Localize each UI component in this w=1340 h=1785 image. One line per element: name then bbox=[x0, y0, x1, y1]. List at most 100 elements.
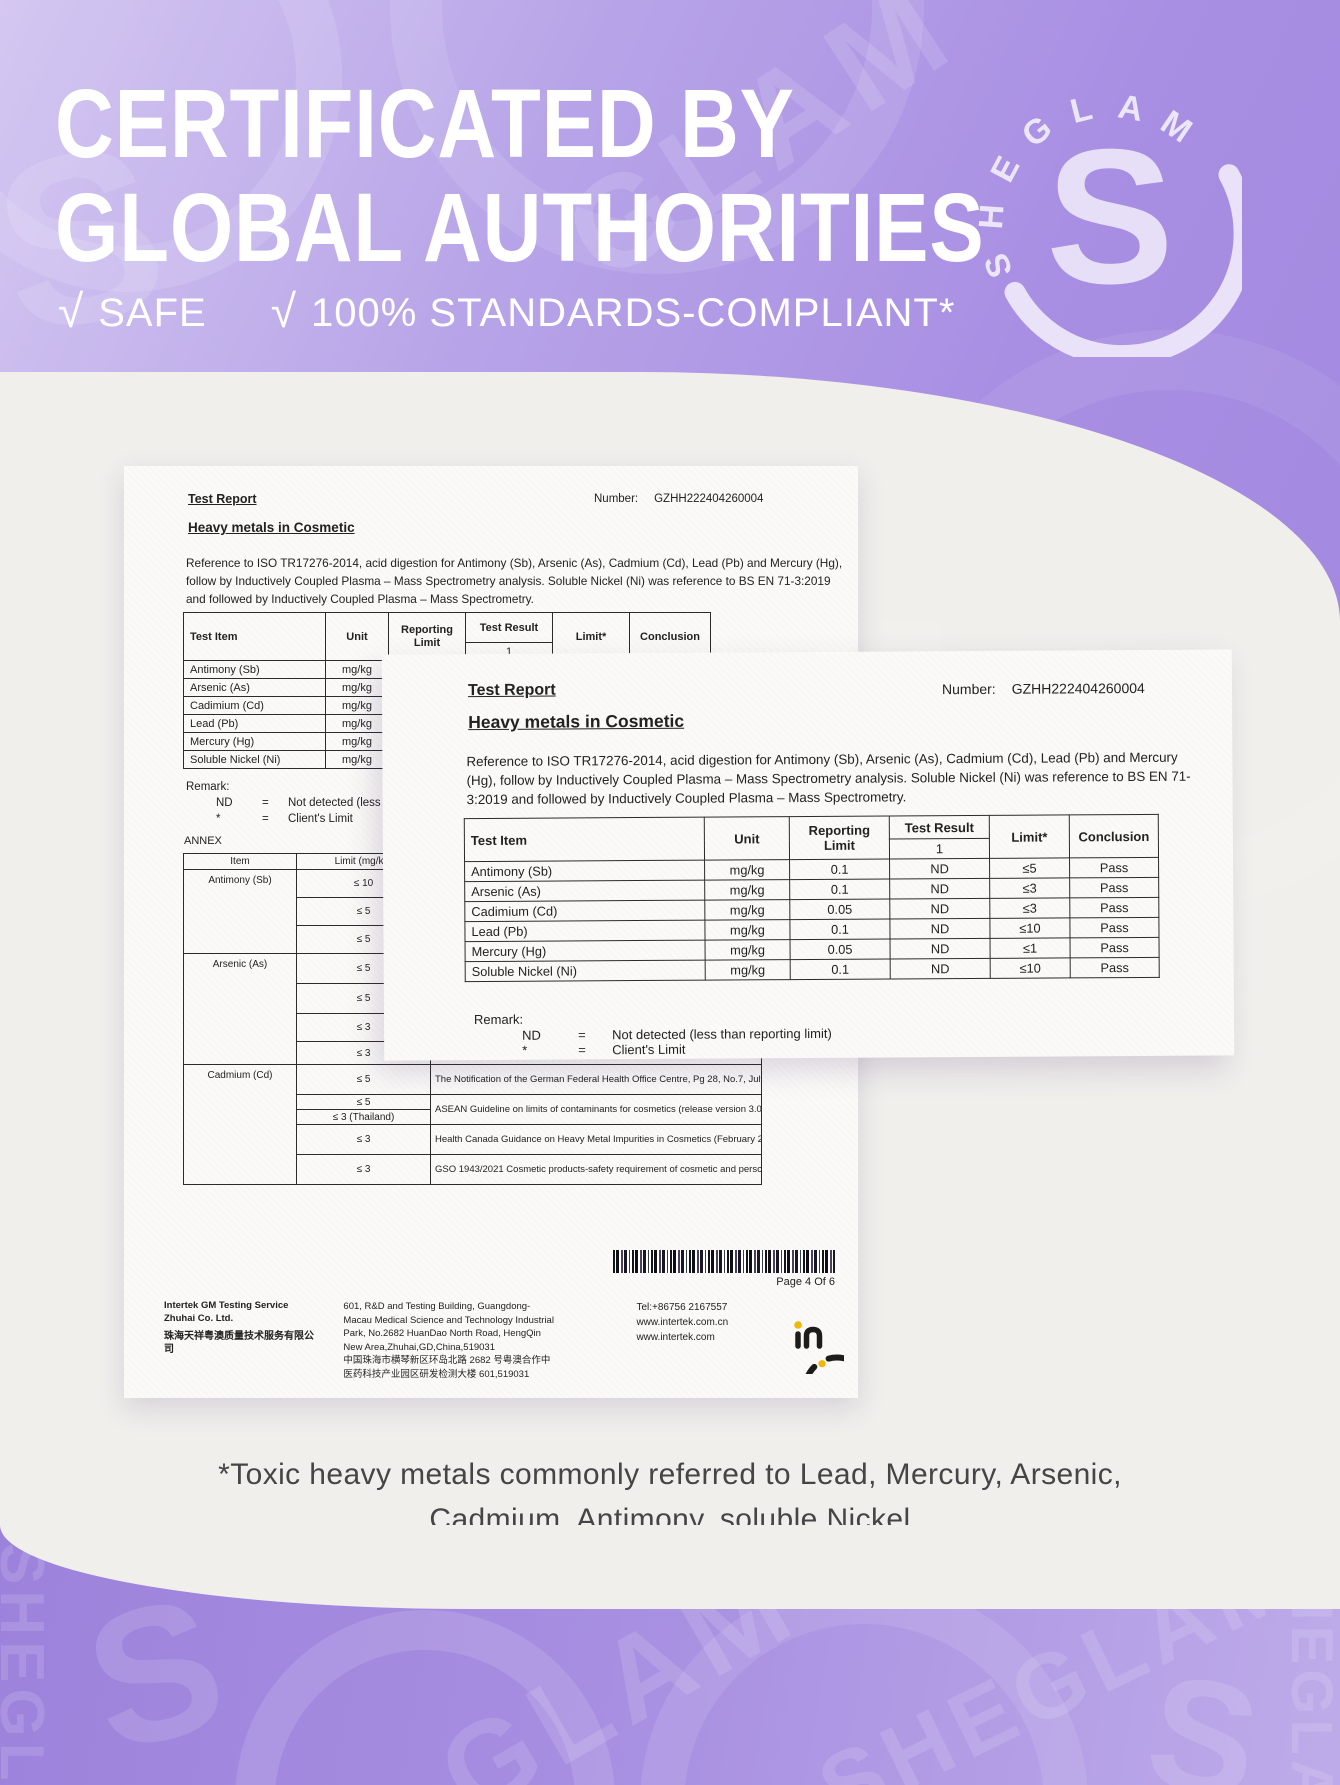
cell-reporting: 0.1 bbox=[790, 959, 891, 980]
col-test-result: Test Result bbox=[465, 612, 553, 643]
cell-item: Antimony (Sb) bbox=[464, 860, 705, 882]
remark-nd: ND = Not detected (less than reporting l… bbox=[522, 1025, 832, 1043]
cell-result: ND bbox=[889, 918, 991, 940]
lab-website: www.intertek.com.cn bbox=[636, 1317, 729, 1328]
results-table: Test Item Unit Reporting Limit Test Resu… bbox=[464, 814, 1160, 982]
badge-safe-label: SAFE bbox=[98, 290, 207, 335]
report-reference-text: Reference to ISO TR17276-2014, acid dige… bbox=[186, 556, 843, 606]
badge-compliant-label: 100% STANDARDS-COMPLIANT* bbox=[310, 290, 956, 335]
cell-item: Arsenic (As) bbox=[183, 678, 326, 697]
cell-reporting: 0.1 bbox=[789, 879, 890, 900]
cell-result: ND bbox=[889, 878, 990, 900]
cell-unit: mg/kg bbox=[704, 899, 790, 921]
cell-unit: mg/kg bbox=[325, 750, 389, 769]
report-number-label: Number: bbox=[941, 680, 996, 698]
lab-tel: Tel:+86756 2167557 bbox=[636, 1302, 728, 1313]
cell-unit: mg/kg bbox=[704, 859, 790, 881]
cell-conclusion: Pass bbox=[1069, 897, 1159, 918]
checkmark-icon: √ bbox=[270, 285, 297, 337]
col-reporting-limit: Reporting Limit bbox=[388, 612, 466, 661]
cell-result: ND bbox=[890, 958, 991, 979]
barcode bbox=[613, 1250, 835, 1273]
cell-item: Soluble Nickel (Ni) bbox=[183, 750, 326, 769]
sheglam-logo: S H E G L A M S bbox=[972, 87, 1255, 367]
logo-arc-letter: H bbox=[971, 203, 1012, 231]
col-result-sub: 1 bbox=[889, 838, 990, 860]
report-number-value: GZHH222404260004 bbox=[654, 493, 764, 505]
lab-address: 601, R&D and Testing Building, Guangdong… bbox=[343, 1301, 554, 1380]
cell-unit: mg/kg bbox=[705, 939, 791, 961]
headline-line1: CERTIFICATED BY bbox=[55, 69, 795, 178]
cell-item: Cadimium (Cd) bbox=[183, 696, 326, 715]
headline-line2: GLOBAL AUTHORITIES bbox=[55, 173, 985, 282]
sheglam-watermark-text: SHEGLAM bbox=[0, 1543, 56, 1785]
cell-result: ND bbox=[889, 898, 990, 920]
cell-conclusion: Pass bbox=[1070, 937, 1160, 958]
cell-result: ND bbox=[890, 938, 991, 960]
cell-conclusion: Pass bbox=[1069, 917, 1160, 938]
col-reporting-limit: Reporting Limit bbox=[789, 816, 890, 860]
disclaimer-line1: *Toxic heavy metals commonly referred to… bbox=[218, 1458, 1122, 1491]
col-test-result: Test Result bbox=[889, 815, 990, 840]
cell-result: ND bbox=[889, 858, 990, 880]
test-report-document-front: Test Report Number: GZHH222404260004 Hea… bbox=[381, 649, 1235, 1061]
lab-footer: Intertek GM Testing Service Zhuhai Co. L… bbox=[164, 1298, 858, 1398]
headline: CERTIFICATED BY GLOBAL AUTHORITIES bbox=[55, 72, 985, 280]
badge-safe: √ SAFE bbox=[58, 285, 207, 340]
intertek-logo-icon bbox=[768, 1298, 858, 1398]
cell-unit: mg/kg bbox=[704, 919, 791, 941]
cell-item: Mercury (Hg) bbox=[183, 732, 326, 751]
lab-contact: Tel:+86756 2167557 www.intertek.com.cn w… bbox=[636, 1300, 758, 1345]
remark-block: Remark: ND = Not detected (less than rep… bbox=[474, 1010, 832, 1059]
remark-label: Remark: bbox=[186, 781, 230, 793]
cell-limit: ≤5 bbox=[989, 857, 1070, 879]
cell-unit: mg/kg bbox=[704, 879, 790, 901]
cell-item: Soluble Nickel (Ni) bbox=[465, 960, 706, 982]
cell-reporting: 0.05 bbox=[789, 899, 890, 920]
cell-conclusion: Pass bbox=[1069, 857, 1159, 878]
cell-item: Arsenic (As) bbox=[464, 880, 705, 902]
col-limit: Limit* bbox=[989, 814, 1070, 859]
cell-limit: ≤1 bbox=[990, 937, 1071, 959]
cell-limit: ≤10 bbox=[990, 957, 1071, 979]
col-conclusion: Conclusion bbox=[1069, 814, 1159, 858]
lab-company: Intertek GM Testing Service Zhuhai Co. L… bbox=[164, 1300, 314, 1355]
cell-item: Lead (Pb) bbox=[183, 714, 326, 733]
cell-item: Lead (Pb) bbox=[464, 920, 706, 942]
sheglam-watermark-text: SHEGLAM bbox=[1279, 1535, 1340, 1785]
logo-s-letter: S bbox=[1045, 108, 1175, 324]
cell-reporting: 0.1 bbox=[789, 919, 891, 940]
badge-compliant: √ 100% STANDARDS-COMPLIANT* bbox=[270, 285, 956, 340]
col-unit: Unit bbox=[704, 816, 790, 861]
cell-unit: mg/kg bbox=[705, 959, 791, 981]
col-test-item: Test Item bbox=[183, 612, 326, 661]
annex-col-item: Item bbox=[183, 853, 297, 870]
cell-unit: mg/kg bbox=[325, 660, 389, 679]
report-title: Test Report bbox=[188, 492, 257, 506]
cell-conclusion: Pass bbox=[1069, 877, 1159, 898]
col-test-item: Test Item bbox=[464, 817, 705, 862]
cell-reporting: 0.1 bbox=[789, 859, 890, 880]
report-subtitle: Heavy metals in Cosmetic bbox=[468, 710, 685, 733]
cell-limit: ≤3 bbox=[989, 877, 1070, 899]
sheglam-watermark-letter: S bbox=[66, 1555, 245, 1785]
col-unit: Unit bbox=[325, 612, 389, 661]
cell-unit: mg/kg bbox=[325, 696, 389, 715]
remark-star: * = Client's Limit bbox=[522, 1041, 686, 1058]
lab-website: www.intertek.com bbox=[636, 1332, 715, 1343]
annex-row: ≤ 5 ASEAN Guideline on limits of contamin… bbox=[184, 1094, 762, 1125]
report-title: Test Report bbox=[467, 681, 556, 700]
cell-conclusion: Pass bbox=[1070, 957, 1160, 978]
cell-limit: ≤3 bbox=[989, 897, 1070, 919]
cell-unit: mg/kg bbox=[325, 732, 389, 751]
badge-row: √ SAFE √ 100% STANDARDS-COMPLIANT* bbox=[58, 285, 956, 340]
page-number: Page 4 Of 6 bbox=[776, 1276, 835, 1288]
report-number-value: GZHH222404260004 bbox=[1011, 679, 1145, 697]
checkmark-icon: √ bbox=[58, 285, 85, 337]
cell-item: Mercury (Hg) bbox=[465, 940, 706, 962]
annex-row: ≤ 3 GSO 1943/2021 Cosmetic products-safet… bbox=[184, 1154, 762, 1185]
report-number: Number: GZHH222404260004 bbox=[594, 493, 763, 505]
cell-item: Antimony (Sb) bbox=[183, 660, 326, 679]
